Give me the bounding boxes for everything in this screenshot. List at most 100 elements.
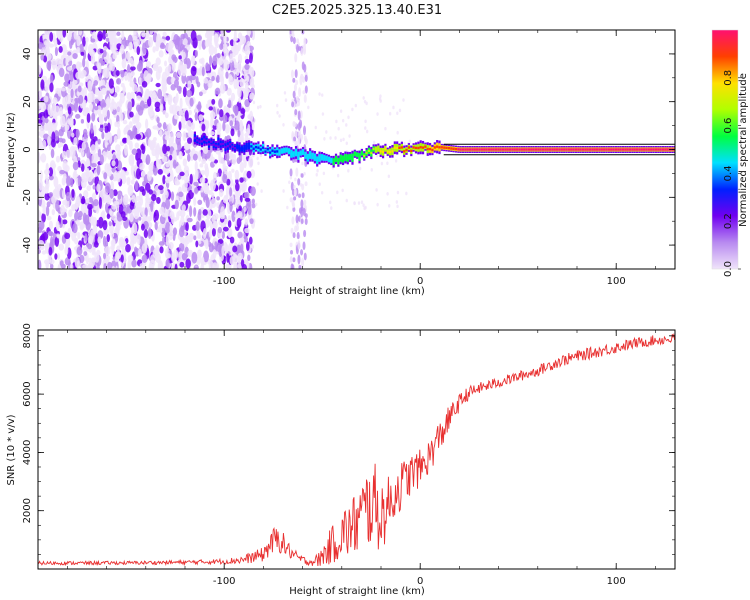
noise-speckle (234, 120, 240, 131)
track-core (240, 147, 244, 151)
noise-speckle (156, 116, 160, 124)
noise-speckle (230, 128, 235, 137)
noise-speckle (182, 130, 187, 142)
noise-speckle (362, 203, 365, 208)
track-core (607, 148, 610, 151)
track-core (603, 148, 606, 151)
y-tick-label: -40 (22, 237, 33, 253)
noise-speckle (342, 137, 345, 142)
noise-speckle (234, 169, 240, 180)
noise-speckle (360, 200, 364, 205)
noise-speckle (116, 78, 120, 85)
heatmap-x-ticks: -100 0 100 (67, 30, 656, 287)
noise-speckle (182, 86, 187, 98)
noise-speckle (50, 236, 54, 246)
track-core (332, 160, 335, 163)
noise-speckle (99, 48, 104, 54)
noise-speckle (243, 74, 249, 80)
noise-speckle (120, 169, 126, 181)
noise-speckle (76, 246, 83, 256)
noise-speckle (97, 92, 103, 102)
noise-speckle (293, 184, 296, 189)
noise-speckle (38, 226, 43, 234)
noise-speckle (171, 54, 177, 61)
noise-speckle (128, 121, 133, 129)
track-core (233, 147, 236, 150)
track-core (304, 154, 307, 157)
noise-speckle (119, 44, 125, 55)
noise-speckle (244, 227, 250, 234)
noise-speckle (59, 169, 66, 175)
noise-speckle (38, 151, 41, 163)
noise-speckle (87, 92, 93, 104)
noise-speckle (386, 191, 389, 196)
noise-speckle (79, 43, 84, 55)
noise-speckle (214, 33, 219, 39)
noise-speckle (102, 30, 107, 40)
noise-speckle (65, 56, 69, 67)
noise-speckle (227, 228, 232, 238)
noise-speckle (38, 179, 43, 191)
noise-speckle (78, 94, 84, 104)
noise-speckle (238, 97, 242, 103)
noise-speckle (82, 49, 87, 60)
noise-speckle (247, 204, 252, 216)
noise-speckle (171, 104, 178, 116)
noise-speckle (49, 263, 54, 269)
snr-y-ticks: 2000 4000 6000 8000 (22, 323, 675, 570)
noise-speckle (302, 90, 306, 95)
noise-speckle (160, 42, 165, 48)
noise-speckle (108, 78, 114, 89)
noise-speckle (222, 114, 228, 124)
noise-speckle (112, 53, 117, 60)
noise-speckle (106, 109, 110, 120)
noise-speckle (131, 194, 136, 204)
colorbar-ticks: 0.0 0.2 0.4 0.6 0.8 (723, 70, 741, 277)
noise-speckle (162, 155, 168, 163)
noise-speckle (58, 128, 64, 137)
noise-speckle (78, 148, 83, 153)
noise-speckle (120, 211, 126, 218)
noise-speckle (239, 77, 245, 88)
track-core (219, 142, 222, 146)
noise-speckle (105, 182, 111, 194)
noise-speckle (82, 36, 86, 47)
track-core (501, 148, 505, 151)
noise-speckle (166, 93, 173, 103)
noise-speckle (160, 95, 164, 106)
noise-speckle (158, 224, 163, 233)
noise-speckle (91, 257, 95, 268)
noise-speckle (38, 104, 41, 110)
noise-speckle (89, 49, 95, 57)
noise-speckle (161, 71, 168, 84)
noise-speckle (246, 127, 251, 136)
noise-speckle (97, 30, 103, 42)
noise-speckle (80, 163, 85, 172)
noise-speckle (257, 161, 260, 166)
noise-speckle (45, 179, 50, 190)
track-core (257, 146, 260, 149)
noise-speckle (193, 207, 197, 217)
noise-speckle (197, 150, 202, 162)
y-tick-label: -20 (22, 189, 33, 205)
noise-speckle (158, 185, 164, 191)
noise-speckle (106, 196, 112, 205)
colorbar-tick-label: 0.4 (723, 165, 734, 181)
track-core (572, 148, 575, 151)
noise-speckle (82, 57, 86, 68)
noise-speckle (165, 253, 171, 259)
noise-speckle (60, 115, 66, 128)
noise-speckle (194, 169, 199, 180)
noise-speckle (290, 181, 294, 192)
noise-speckle (93, 124, 97, 136)
noise-speckle (241, 180, 247, 192)
noise-speckle (162, 31, 167, 37)
colorbar-tick-label: 0.2 (723, 213, 734, 229)
noise-speckle (329, 136, 332, 140)
noise-speckle (105, 37, 110, 42)
noise-speckle (246, 30, 252, 36)
track-core (433, 146, 436, 149)
y-tick-label: 40 (22, 48, 33, 61)
noise-speckle (121, 58, 127, 69)
noise-speckle (330, 206, 333, 210)
